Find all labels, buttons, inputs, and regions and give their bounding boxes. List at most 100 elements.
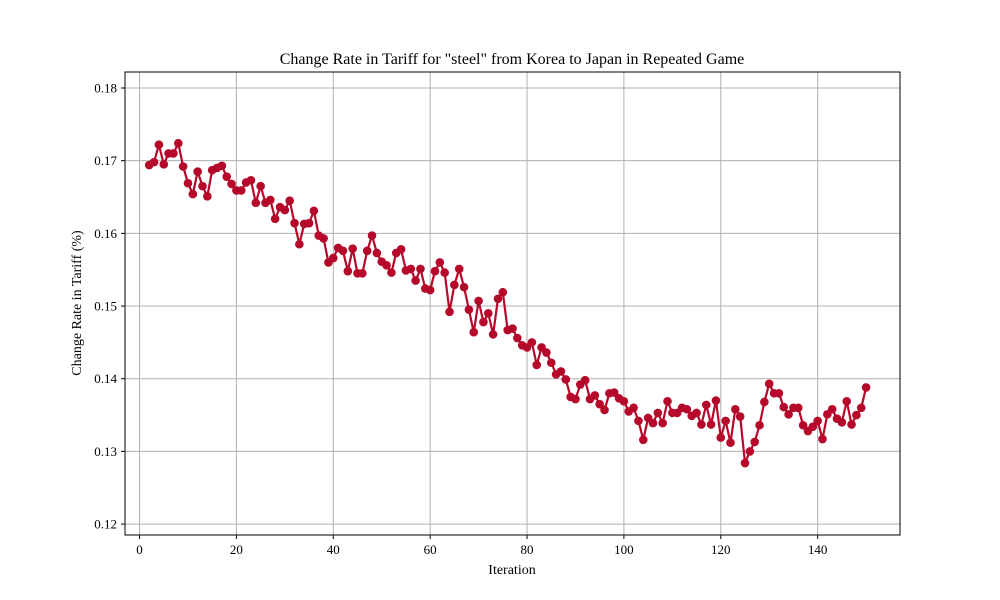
series-layer — [144, 138, 871, 468]
data-point — [852, 410, 861, 420]
data-point — [861, 383, 871, 392]
data-point — [290, 218, 299, 228]
y-axis-label: Change Rate in Tariff (%) — [70, 230, 85, 376]
data-point — [319, 234, 328, 243]
data-point — [561, 375, 571, 384]
data-point — [411, 276, 420, 285]
data-point — [513, 333, 522, 343]
data-point — [454, 264, 464, 274]
data-point — [188, 189, 198, 199]
data-point — [450, 280, 459, 290]
data-point — [183, 178, 193, 188]
x-tick-label: 20 — [230, 542, 243, 557]
data-point — [149, 157, 159, 167]
y-tick-label: 0.13 — [94, 444, 117, 459]
data-point — [246, 175, 256, 185]
data-point — [735, 412, 745, 421]
data-point — [842, 396, 852, 406]
data-point — [203, 191, 212, 201]
data-point — [217, 161, 227, 171]
data-point — [750, 437, 759, 447]
x-tick-label: 60 — [424, 542, 437, 557]
data-point — [701, 400, 711, 410]
x-tick-label: 80 — [521, 542, 534, 557]
data-point — [658, 418, 667, 428]
data-point — [169, 149, 178, 158]
grid — [125, 72, 900, 535]
data-point — [227, 179, 236, 189]
y-tick-label: 0.16 — [94, 226, 117, 241]
x-axis-label: Iteration — [488, 563, 535, 578]
data-point — [469, 327, 479, 337]
data-point — [784, 410, 793, 419]
data-point — [372, 248, 382, 258]
x-tick-label: 120 — [711, 542, 731, 557]
data-point — [827, 404, 837, 414]
data-point — [270, 214, 280, 224]
data-point — [740, 458, 750, 468]
data-point — [764, 379, 774, 389]
data-point — [362, 246, 372, 256]
data-point — [474, 296, 483, 306]
x-tick-label: 0 — [136, 542, 143, 557]
data-point — [629, 403, 638, 413]
data-point — [251, 198, 261, 208]
data-point — [173, 138, 183, 148]
data-point — [425, 285, 435, 295]
data-point — [726, 438, 735, 447]
y-tick-label: 0.15 — [94, 299, 117, 314]
data-point — [697, 420, 706, 429]
data-point — [692, 408, 701, 418]
data-point — [464, 305, 474, 314]
data-point — [837, 418, 847, 427]
data-point — [459, 282, 469, 292]
data-point — [638, 435, 648, 445]
data-point — [619, 396, 629, 406]
data-point — [648, 418, 658, 428]
data-point — [653, 408, 663, 418]
data-point — [236, 186, 246, 195]
data-point — [493, 294, 503, 304]
data-point — [571, 394, 580, 404]
data-point — [367, 231, 377, 240]
data-point — [634, 416, 643, 426]
y-tick-label: 0.12 — [94, 517, 117, 532]
data-point — [556, 367, 566, 376]
data-point — [280, 205, 290, 215]
data-point — [716, 433, 726, 442]
data-point — [328, 253, 338, 263]
x-tick-label: 140 — [808, 542, 828, 557]
data-point — [600, 405, 609, 415]
data-point — [813, 416, 822, 426]
data-point — [488, 330, 498, 339]
data-point — [193, 167, 202, 176]
data-point — [396, 245, 406, 254]
axis-ticks: 0 20 40 60 80 100 120 140 0.12 0.13 0.14 0.15 0.16 0.… — [94, 80, 827, 557]
data-point — [285, 196, 294, 205]
data-point — [198, 181, 207, 191]
data-point — [779, 402, 789, 412]
data-point — [706, 420, 716, 429]
plot-frame — [124, 71, 901, 536]
data-point — [542, 348, 551, 357]
data-point — [440, 268, 449, 277]
data-point — [406, 264, 416, 274]
data-point — [358, 269, 367, 278]
data-point — [508, 324, 517, 333]
data-point — [256, 181, 265, 191]
data-point — [266, 195, 275, 205]
data-point — [745, 447, 755, 456]
data-point — [338, 246, 348, 256]
data-point — [309, 206, 319, 216]
data-point — [483, 309, 493, 318]
data-point — [416, 264, 425, 274]
data-point — [382, 261, 391, 270]
data-point — [154, 140, 164, 149]
data-point — [498, 287, 508, 297]
chart-title: Change Rate in Tariff for "steel" from K… — [280, 51, 745, 68]
data-point — [818, 434, 827, 444]
data-point — [159, 160, 169, 169]
data-point — [348, 244, 357, 253]
x-tick-label: 40 — [327, 542, 340, 557]
